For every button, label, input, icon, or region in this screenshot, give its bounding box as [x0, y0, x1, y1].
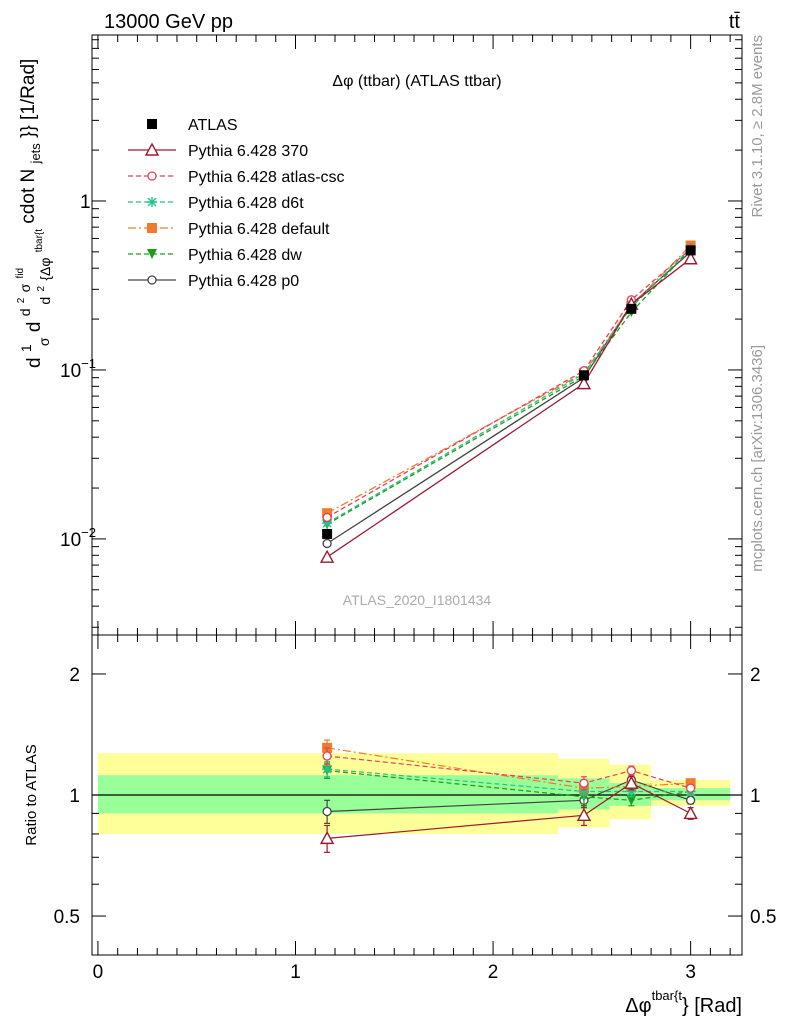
series-line-dw [326, 248, 692, 525]
legend-label-p370: Pythia 6.428 370 [188, 143, 308, 160]
ratio-y-tick-label-right: 1 [750, 786, 761, 807]
ratio-panel: 0.5 0.5 1 1 2 2 0 1 2 3 [54, 634, 776, 983]
y-tick-label: 1 [80, 192, 91, 213]
y-tick-label-base: 1 [80, 192, 91, 213]
point-ATLAS [322, 528, 333, 539]
ratio-point-d6t [322, 764, 333, 775]
legend-label-dw: Pythia 6.428 dw [188, 247, 302, 264]
ylabel-num1: 1 [18, 344, 34, 352]
ratio-line-d6t [327, 768, 691, 793]
y-tick-label-base: 10 [60, 530, 81, 551]
legend-marker-dw [147, 249, 157, 259]
ratio-point-dw [626, 795, 637, 806]
ratio-y-axis-label: Ratio to ATLAS [23, 744, 40, 845]
point-p0 [322, 538, 332, 549]
xlabel-sup: tbar{t [652, 988, 683, 1003]
ylabel-num2-fid: fid [15, 268, 26, 279]
xlabel-main: Δφ [625, 995, 651, 1017]
ratio-point-p0 [322, 806, 332, 817]
series-line-d6t [326, 247, 692, 524]
y-tick-label-base: 10 [60, 361, 81, 382]
ratio-y-tick-label: 0.5 [54, 907, 80, 928]
ratio-point-d6t [578, 786, 589, 797]
legend-label-atlascsc: Pythia 6.428 atlas-csc [188, 169, 345, 186]
process-label: tt̄ [729, 11, 741, 33]
x-axis-label: Δφtbar{t} [Rad] [625, 988, 742, 1017]
analysis-watermark: ATLAS_2020_I1801434 [343, 592, 492, 608]
legend-marker-p370 [144, 142, 160, 156]
point-d6t [322, 518, 333, 529]
ylabel-num2-sigma: σ [17, 283, 33, 292]
x-tick-label: 1 [290, 962, 301, 983]
ratio-line-atlascsc [327, 755, 691, 789]
ratio-y-tick-label: 2 [69, 665, 80, 686]
x-tick-label: 2 [488, 962, 499, 983]
ratio-line-default [327, 747, 691, 789]
ylabel-tail: cdot N [18, 169, 39, 224]
mcplots-label: mcplots.cern.ch [arXiv:1306.3436] [749, 345, 766, 572]
point-atlascsc [322, 512, 332, 523]
legend-marker-d6t [147, 197, 157, 207]
series-line-p370 [326, 258, 691, 558]
ylabel-prefix: d [24, 357, 45, 368]
x-tick-label: 3 [685, 962, 696, 983]
ratio-point-default [685, 778, 696, 789]
legend-label-p0: Pythia 6.428 p0 [188, 273, 299, 290]
series-line-default [326, 245, 692, 514]
plot-title: Δφ (ttbar) (ATLAS ttbar) [332, 73, 501, 90]
legend-label-ATLAS: ATLAS [188, 117, 238, 134]
point-p370 [683, 251, 698, 265]
ylabel-den2-sup2: tbar{t [34, 229, 45, 253]
y-tick-label: 10−2 [60, 525, 96, 551]
ratio-point-p0 [685, 795, 696, 805]
ratio-point-p370 [319, 830, 335, 845]
ratio-line-p370 [327, 782, 691, 839]
ylabel-num2: d [17, 308, 33, 316]
ylabel-den1: σ [36, 337, 52, 346]
ratio-point-atlascsc [626, 765, 637, 776]
legend-label-default: Pythia 6.428 default [188, 221, 330, 238]
ratio-y-tick-label-right: 2 [750, 665, 761, 686]
svg-text:d 1 σ d: d 1 σ d d 2 σ fid d 2 {Δφ tbar{t cdot N … [7, 59, 55, 368]
y-tick-label-exp: −2 [81, 525, 96, 540]
ratio-point-d6t [626, 786, 637, 797]
energy-label: 13000 GeV pp [104, 11, 233, 33]
legend-marker-atlascsc [147, 171, 157, 181]
ratio-point-atlascsc [322, 751, 332, 761]
legend: ATLAS Pythia 6.428 370 Pythia 6.428 atlas-… [128, 117, 345, 290]
ylabel-num2-sup: 2 [16, 297, 27, 303]
ratio-point-p370 [683, 805, 698, 820]
point-ATLAS [626, 303, 637, 314]
ratio-point-p370 [624, 775, 639, 789]
ylabel-den2-body: {Δφ [37, 258, 53, 281]
y-tick-label-exp: −1 [81, 356, 96, 371]
point-p370 [576, 376, 592, 390]
main-panel: 10−210−11 Δφ (ttbar) (ATLAS ttbar) ATLAS… [60, 34, 743, 636]
rivet-label: Rivet 3.1.10, ≥ 2.8M events [749, 35, 766, 218]
ratio-y-tick-label: 1 [69, 786, 80, 807]
x-tick-label: 0 [93, 962, 104, 983]
y-tick-label: 10−1 [60, 356, 96, 382]
ratio-y-tick-label-right: 0.5 [750, 907, 776, 928]
ylabel-tail-end: }} [1/Rad] [18, 59, 39, 138]
legend-marker-p0 [147, 275, 157, 285]
main-y-axis-label: d 1 σ d d 2 σ fid d 2 {Δφ tbar{t cdot N … [7, 59, 55, 368]
ylabel-mid: d [24, 322, 45, 333]
point-ATLAS [578, 370, 589, 381]
ratio-point-p370 [576, 807, 592, 822]
ylabel-den2: d [37, 297, 53, 305]
ratio-point-atlascsc [685, 783, 696, 793]
point-ATLAS [685, 245, 696, 256]
series-line-atlascsc [326, 248, 692, 518]
legend-label-d6t: Pythia 6.428 d6t [188, 195, 304, 212]
ratio-line-p0 [327, 779, 691, 813]
legend-marker-default [147, 223, 157, 233]
point-p370 [319, 549, 335, 563]
ylabel-den2-sup: 2 [36, 286, 47, 292]
xlabel-tail: } [Rad] [682, 995, 742, 1017]
ylabel-tail-sub: jets [28, 143, 43, 165]
legend-marker-ATLAS [147, 119, 157, 129]
ratio-point-atlascsc [579, 778, 589, 788]
